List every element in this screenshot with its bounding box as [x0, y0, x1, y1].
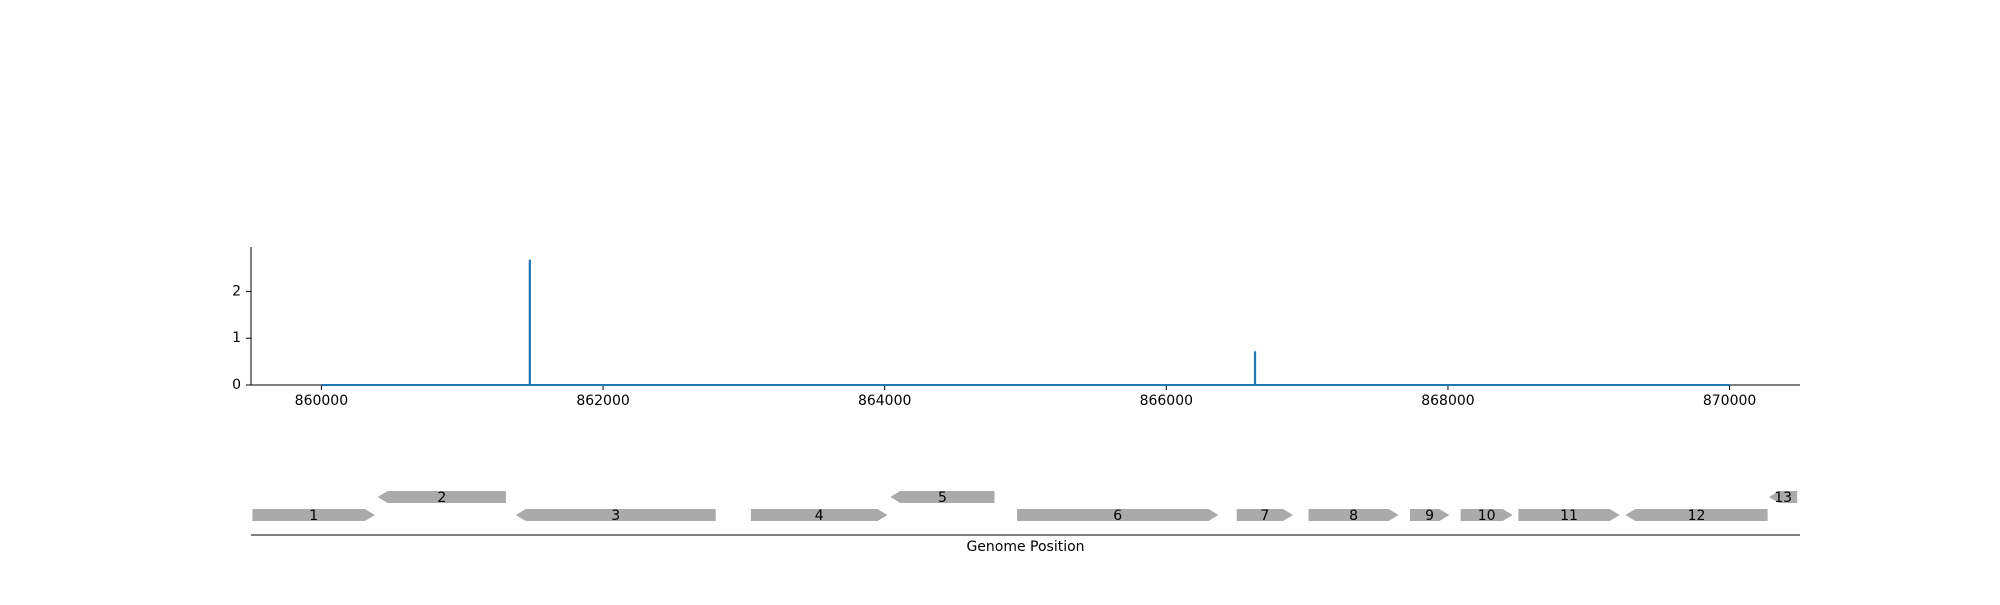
gene-label: 3: [611, 508, 620, 524]
gene-label: 2: [437, 490, 446, 506]
gene-label: 8: [1349, 508, 1358, 524]
gene-arrow: [1625, 509, 1768, 521]
gene-label: 11: [1560, 508, 1578, 524]
gene-label: 9: [1425, 508, 1434, 524]
y-tick-label: 1: [232, 330, 241, 346]
x-tick-label: 862000: [576, 393, 629, 409]
y-tick-label: 2: [232, 283, 241, 299]
x-tick-label: 868000: [1421, 393, 1474, 409]
gene-arrow: [1308, 509, 1399, 521]
gene-label: 13: [1774, 490, 1792, 506]
gene-arrow: [1460, 509, 1513, 521]
y-tick-label: 0: [232, 377, 241, 393]
gene-label: 10: [1478, 508, 1496, 524]
gene-arrow: [750, 509, 888, 521]
gene-arrow: [1769, 491, 1798, 503]
x-tick-label: 864000: [858, 393, 911, 409]
x-tick-label: 860000: [295, 393, 348, 409]
x-axis-title: Genome Position: [966, 539, 1084, 555]
x-tick-label: 866000: [1140, 393, 1193, 409]
gene-label: 1: [309, 508, 318, 524]
gene-arrow: [1236, 509, 1294, 521]
gene-arrow: [252, 509, 375, 521]
gene-arrow: [377, 491, 506, 503]
gene-arrow: [890, 491, 995, 503]
x-tick-label: 870000: [1703, 393, 1756, 409]
gene-label: 5: [938, 490, 947, 506]
gene-label: 7: [1260, 508, 1269, 524]
gene-arrow: [515, 509, 716, 521]
gene-label: 6: [1113, 508, 1122, 524]
gene-arrow: [1518, 509, 1620, 521]
gene-label: 4: [815, 508, 824, 524]
gene-label: 12: [1688, 508, 1706, 524]
gene-arrow: [1409, 509, 1450, 521]
gene-arrow: [1017, 509, 1219, 521]
